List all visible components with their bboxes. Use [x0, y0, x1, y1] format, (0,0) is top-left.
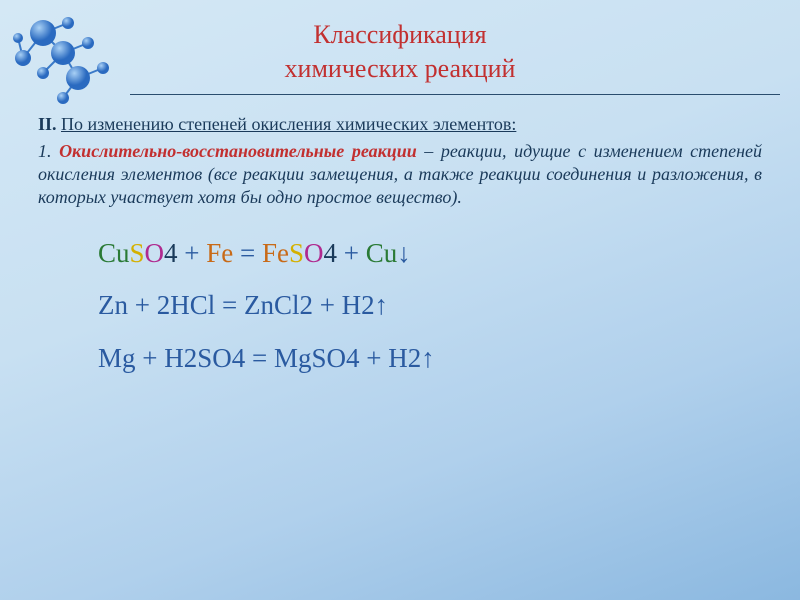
- equation-2: Zn + 2HCl = ZnCl2 + H2↑: [98, 279, 762, 332]
- definition-text: 1. Окислительно-восстановительные реакци…: [38, 140, 762, 209]
- equation-1: CuSO4 + Fe = FeSO4 + Cu↓: [98, 227, 762, 280]
- section-heading: II. По изменению степеней окисления хими…: [38, 113, 762, 136]
- equation-3: Mg + H2SO4 = MgSO4 + H2↑: [98, 332, 762, 385]
- molecule-icon: [8, 8, 118, 108]
- slide-title: Классификация химических реакций: [0, 0, 800, 86]
